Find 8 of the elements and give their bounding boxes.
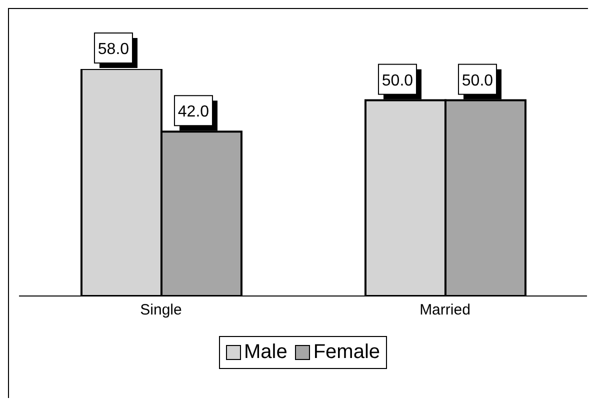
data-label: 50.0 xyxy=(462,72,494,90)
x-tick-label: Married xyxy=(420,302,470,319)
data-label: 58.0 xyxy=(98,41,130,58)
legend-label: Female xyxy=(312,341,380,364)
x-tick-label: Single xyxy=(140,302,182,319)
data-label: 50.0 xyxy=(382,72,414,90)
data-label: 42.0 xyxy=(178,104,210,121)
legend-label: Male xyxy=(242,341,288,364)
